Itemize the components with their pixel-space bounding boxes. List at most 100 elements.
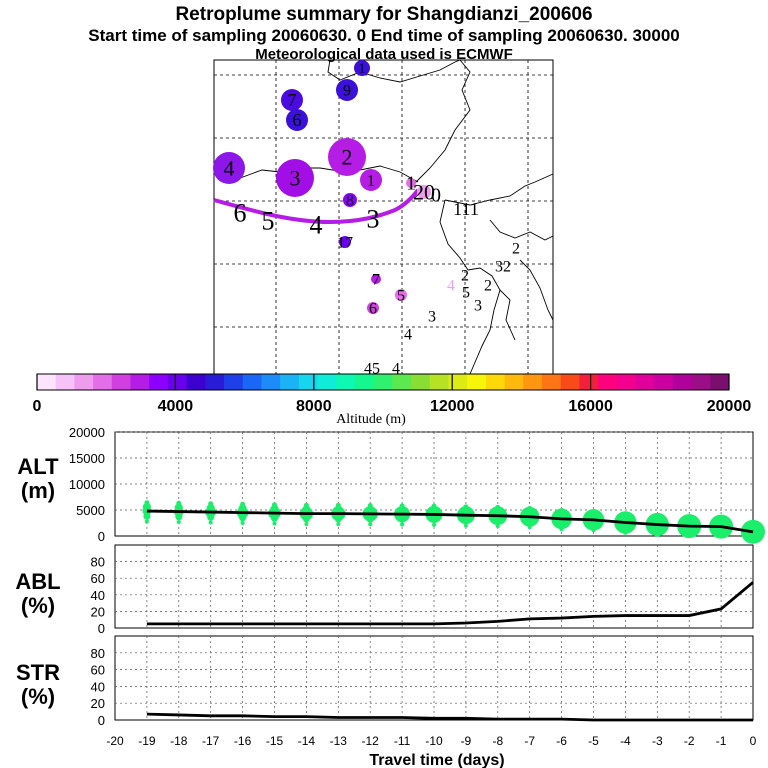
x-tick-label: -15 — [266, 734, 284, 748]
plume-circle — [395, 289, 407, 301]
colorbar-tick-label: 8000 — [296, 398, 332, 415]
altitude-spread-dot — [208, 520, 213, 525]
colorbar-swatch — [37, 374, 57, 390]
plume-label: 6 — [369, 300, 377, 317]
y-tick-label: 15000 — [69, 451, 105, 466]
altitude-spread-dot — [591, 528, 596, 533]
plume-circle — [360, 169, 382, 191]
altitude-colorbar: 0 4000 8000 12000 16000 20000 — [33, 373, 751, 415]
series-line — [146, 581, 754, 626]
altitude-spread-dot — [368, 522, 373, 527]
plume-circle — [336, 79, 358, 101]
colorbar-tick-label: 4000 — [158, 398, 194, 415]
altitude-spread-dot — [655, 532, 660, 537]
plume-label: 2 — [461, 267, 469, 284]
plume-label: 8 — [346, 192, 354, 209]
x-axis-label: Travel time (days) — [369, 752, 504, 768]
y-tick-label: 10000 — [69, 477, 105, 492]
x-tick-label: -2 — [684, 734, 695, 748]
colorbar-swatch — [167, 374, 188, 390]
colorbar-swatch — [579, 374, 599, 390]
x-tick-label: -20 — [106, 734, 124, 748]
panel-ylabel: STR — [16, 660, 60, 685]
series-line — [146, 712, 753, 722]
panel-ylabel: ABL — [15, 569, 60, 594]
altitude-spread-dot — [623, 530, 628, 535]
plume-label: 7 — [372, 271, 380, 288]
plume-label: 5 — [397, 287, 405, 304]
plume-circle — [339, 236, 351, 248]
altitude-spread-dot — [590, 521, 597, 529]
series-line — [146, 509, 754, 534]
y-tick-label: 40 — [91, 588, 105, 603]
plume-circle — [417, 185, 431, 199]
plume-label: 111 — [453, 199, 479, 219]
plume-label: 1 — [359, 62, 366, 77]
panel-ylabel: (m) — [21, 478, 55, 503]
colorbar-swatch — [74, 374, 94, 390]
plume-label: 4 — [392, 360, 400, 377]
altitude-spread-dot — [430, 516, 438, 524]
colorbar-swatch — [298, 374, 319, 390]
colorbar-swatch — [504, 374, 524, 390]
colorbar-swatch — [635, 374, 655, 390]
x-tick-label: -4 — [620, 734, 631, 748]
colorbar-swatch — [280, 374, 300, 390]
plume-circle — [371, 274, 381, 284]
plume-circle — [328, 138, 366, 176]
colorbar-swatch — [205, 374, 225, 390]
x-tick-label: 0 — [750, 734, 757, 748]
plume-circle — [281, 89, 303, 111]
altitude-spread-dot — [751, 534, 755, 538]
altitude-spread-dot — [239, 514, 247, 522]
colorbar-swatch — [261, 374, 281, 390]
colorbar-swatch — [467, 374, 487, 390]
x-tick-label: -16 — [234, 734, 252, 748]
plume-label: 2 — [512, 240, 520, 257]
y-tick-label: 0 — [98, 529, 105, 544]
colorbar-swatch — [373, 374, 393, 390]
colorbar-swatch — [224, 374, 244, 390]
plume-label: 2 — [484, 277, 492, 294]
plume-label: 6 — [293, 110, 302, 130]
panel-ylabel: (%) — [21, 593, 55, 618]
plume-label: 17 — [337, 234, 353, 251]
plume-label: 5 — [462, 284, 470, 301]
x-tick-label: -11 — [394, 734, 411, 748]
colorbar-label: Altitude (m) — [336, 412, 406, 427]
y-tick-label: 20000 — [69, 425, 105, 440]
altitude-spread-dot — [559, 527, 564, 532]
x-tick-label: -12 — [362, 734, 380, 748]
plume-label: 1 — [406, 173, 416, 195]
plume-label: 3 — [367, 205, 380, 234]
y-tick-label: 60 — [91, 663, 105, 678]
plume-label: 4 — [224, 155, 235, 180]
altitude-spread-dot — [176, 519, 181, 524]
altitude-spread-dot — [687, 534, 692, 538]
altitude-spread-dot — [143, 512, 151, 520]
x-tick-label: -13 — [330, 734, 348, 748]
x-tick-label: -1 — [716, 734, 727, 748]
plume-label: 32 — [495, 258, 511, 275]
altitude-spread-dot — [144, 519, 149, 524]
plume-label: 7 — [288, 90, 297, 110]
x-tick-label: -17 — [202, 734, 220, 748]
colorbar-swatch — [672, 374, 693, 390]
plume-label: 4 — [404, 326, 412, 343]
altitude-spread-dot — [207, 513, 215, 521]
plume-label: 3 — [474, 297, 482, 314]
altitude-spread-dot — [526, 518, 534, 526]
altitude-spread-dot — [685, 527, 693, 535]
y-tick-label: 0 — [98, 713, 105, 728]
panel-ylabel: (%) — [21, 684, 55, 709]
y-tick-label: 20 — [91, 604, 105, 619]
altitude-spread-dot — [175, 513, 183, 521]
plume-circle — [343, 193, 357, 207]
altitude-spread-dot — [621, 524, 629, 532]
plume-circle — [213, 152, 245, 184]
plume-label: 6 — [234, 199, 247, 228]
x-tick-label: -8 — [492, 734, 503, 748]
